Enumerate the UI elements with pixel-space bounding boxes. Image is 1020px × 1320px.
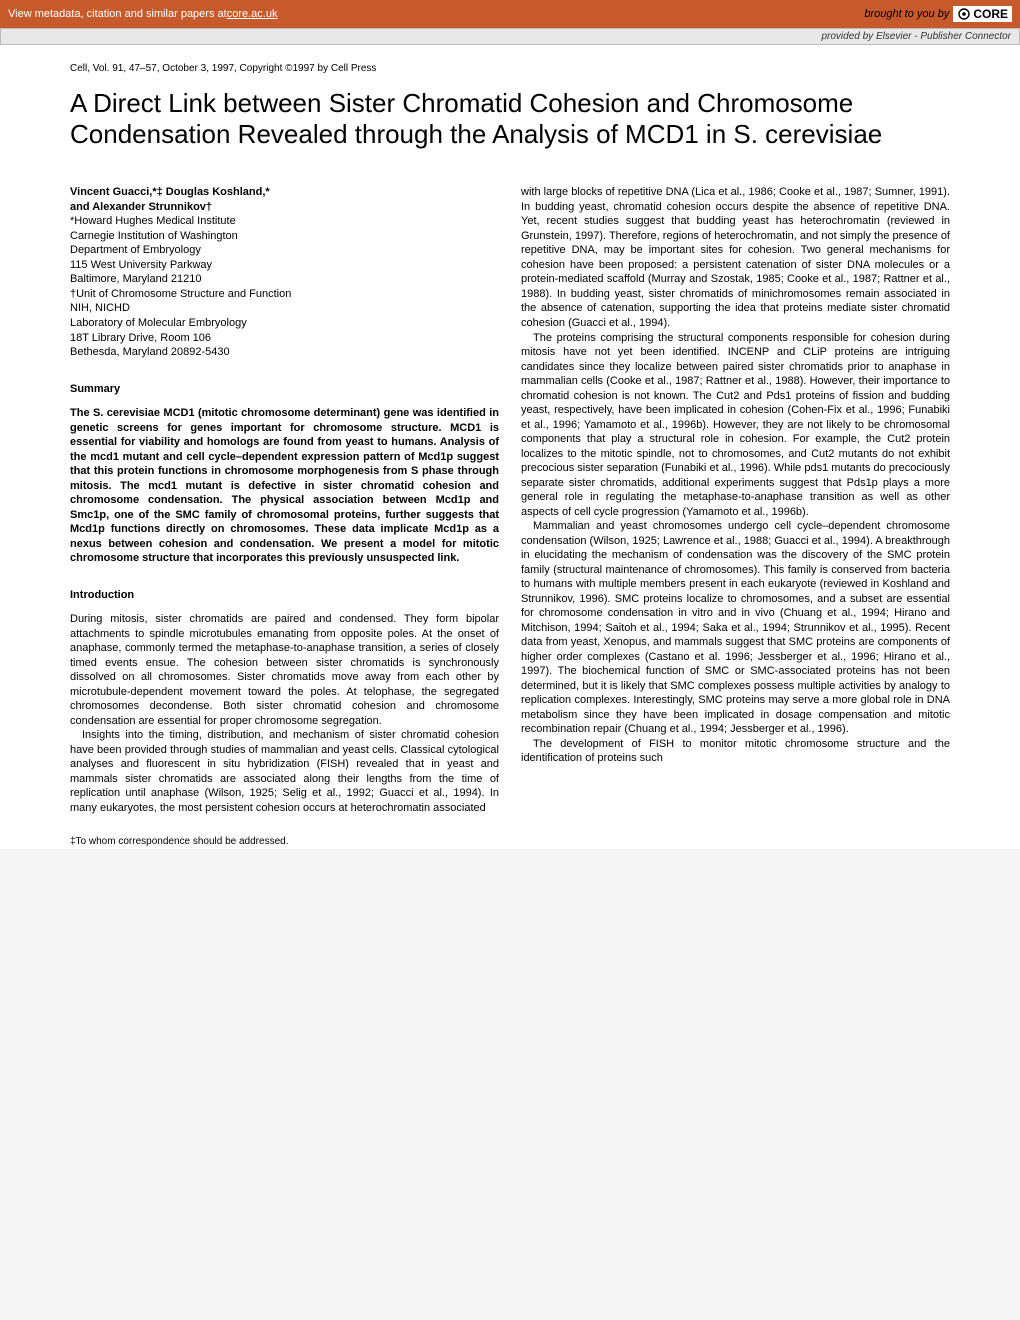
correspondence-footnote: ‡To whom correspondence should be addres…: [70, 835, 499, 848]
two-column-body: Vincent Guacci,*‡ Douglas Koshland,* and…: [0, 185, 1020, 848]
affiliation: 115 West University Parkway: [70, 258, 499, 273]
affiliation: Carnegie Institution of Washington: [70, 229, 499, 244]
authors-line-2: and Alexander Strunnikov†: [70, 200, 499, 215]
metadata-text: View metadata, citation and similar pape…: [8, 8, 227, 20]
provider-banner: provided by Elsevier - Publisher Connect…: [0, 28, 1020, 45]
affiliation: NIH, NICHD: [70, 301, 499, 316]
banner-left: View metadata, citation and similar pape…: [8, 8, 277, 20]
affiliation: Laboratory of Molecular Embryology: [70, 316, 499, 331]
page-content: Cell, Vol. 91, 47–57, October 3, 1997, C…: [0, 45, 1020, 849]
left-column: Vincent Guacci,*‡ Douglas Koshland,* and…: [70, 185, 499, 848]
intro-para-2: Insights into the timing, distribution, …: [70, 728, 499, 815]
col2-para-3: Mammalian and yeast chromosomes undergo …: [521, 519, 950, 737]
core-label: CORE: [973, 7, 1008, 21]
affiliation: Bethesda, Maryland 20892-5430: [70, 345, 499, 360]
provided-text: provided by: [821, 31, 875, 42]
intro-heading: Introduction: [70, 588, 499, 603]
core-icon: [957, 7, 971, 21]
summary-text: The S. cerevisiae MCD1 (mitotic chromoso…: [70, 406, 499, 566]
col2-para-1: with large blocks of repetitive DNA (Lic…: [521, 185, 950, 330]
affiliation: 18T Library Drive, Room 106: [70, 331, 499, 346]
brought-text: brought to you by: [864, 8, 949, 20]
affiliation: Baltimore, Maryland 21210: [70, 272, 499, 287]
intro-para-1: During mitosis, sister chromatids are pa…: [70, 612, 499, 728]
banner-right: brought to you by CORE: [864, 6, 1012, 22]
citation-line: Cell, Vol. 91, 47–57, October 3, 1997, C…: [0, 63, 1020, 74]
metadata-banner: View metadata, citation and similar pape…: [0, 0, 1020, 28]
authors-line: Vincent Guacci,*‡ Douglas Koshland,*: [70, 185, 499, 200]
affiliation: *Howard Hughes Medical Institute: [70, 214, 499, 229]
col2-para-2: The proteins comprising the structural c…: [521, 331, 950, 520]
affiliation: Department of Embryology: [70, 243, 499, 258]
paper-title: A Direct Link between Sister Chromatid C…: [0, 88, 1020, 149]
right-column: with large blocks of repetitive DNA (Lic…: [521, 185, 950, 848]
summary-heading: Summary: [70, 382, 499, 397]
provider-link[interactable]: Elsevier - Publisher Connector: [876, 31, 1011, 42]
core-badge[interactable]: CORE: [953, 6, 1012, 22]
col2-para-4: The development of FISH to monitor mitot…: [521, 737, 950, 766]
core-link[interactable]: core.ac.uk: [227, 8, 278, 20]
affiliation: †Unit of Chromosome Structure and Functi…: [70, 287, 499, 302]
